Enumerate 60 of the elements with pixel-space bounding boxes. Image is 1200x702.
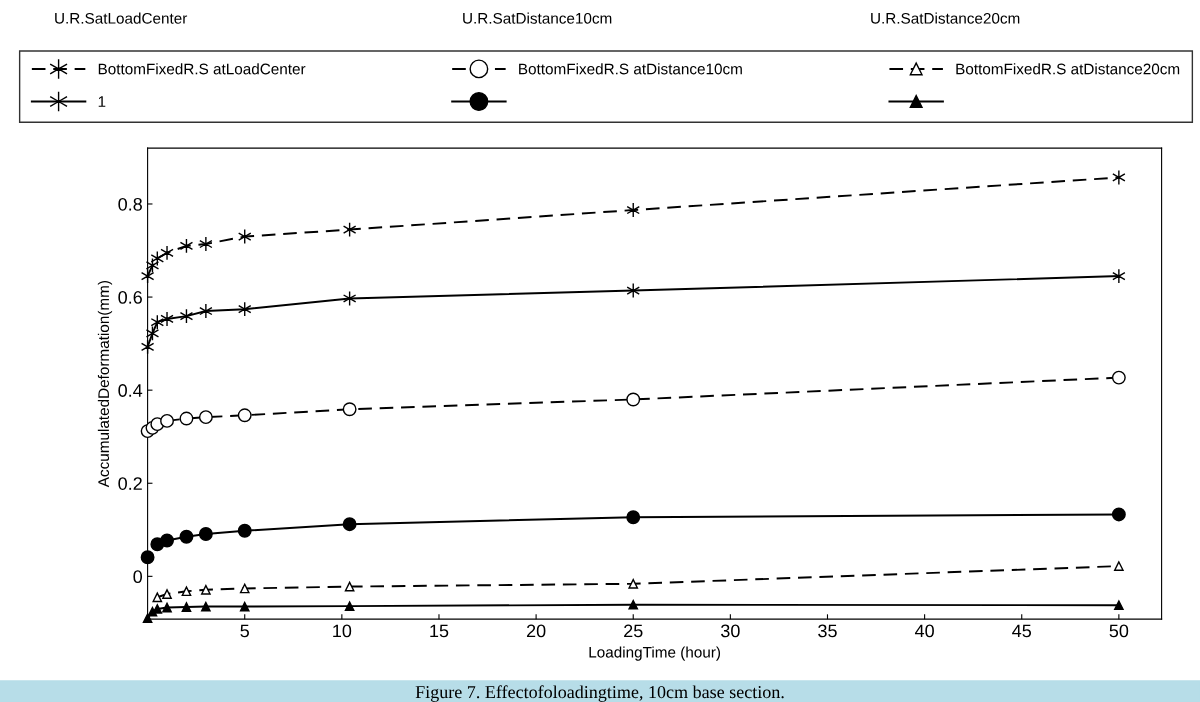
point bbox=[201, 584, 211, 595]
point bbox=[152, 592, 163, 603]
legend-label: BottomFixedR.S atDistance10cm bbox=[519, 63, 742, 75]
point bbox=[199, 303, 213, 319]
point bbox=[626, 510, 641, 525]
point bbox=[628, 578, 639, 589]
point bbox=[626, 392, 641, 407]
x-tick-label: 50 bbox=[1109, 624, 1129, 638]
x-tick-label: 45 bbox=[1012, 624, 1032, 638]
point bbox=[237, 523, 252, 538]
point bbox=[1112, 169, 1126, 186]
point bbox=[239, 601, 250, 612]
point bbox=[201, 601, 211, 612]
x-tick-label: 35 bbox=[818, 624, 837, 638]
point bbox=[344, 601, 355, 611]
y-tick-label: 0 bbox=[133, 570, 143, 584]
point bbox=[162, 602, 172, 613]
x-tick-label: 5 bbox=[240, 624, 249, 638]
point bbox=[181, 586, 192, 597]
point bbox=[160, 245, 174, 261]
point bbox=[1114, 561, 1124, 571]
point bbox=[1111, 370, 1126, 385]
point bbox=[160, 533, 174, 548]
x-tick-label: 30 bbox=[721, 624, 740, 638]
text: U.R.SatLoadCenter bbox=[55, 12, 188, 24]
point bbox=[162, 589, 172, 599]
point bbox=[198, 527, 213, 541]
point bbox=[1111, 507, 1126, 522]
point bbox=[160, 413, 174, 428]
x-axis-title: LoadingTime (hour) bbox=[589, 646, 721, 661]
y-tick-label: 0.2 bbox=[118, 477, 142, 490]
point bbox=[1114, 600, 1124, 611]
x-tick-label: 15 bbox=[430, 624, 449, 638]
legend-label: BottomFixedR.S atDistance20cm bbox=[956, 63, 1180, 75]
point bbox=[179, 529, 194, 544]
y-tick-label: 0.6 bbox=[118, 291, 142, 304]
point bbox=[344, 581, 355, 592]
point bbox=[239, 583, 250, 594]
point bbox=[160, 311, 174, 327]
text: U.R.SatDistance10cm bbox=[463, 12, 612, 24]
point bbox=[181, 602, 192, 612]
legend-label: 1 bbox=[98, 96, 106, 107]
point bbox=[628, 599, 639, 610]
y-axis-title: AccumulatedDeformation(mm) bbox=[97, 281, 113, 488]
x-tick-label: 10 bbox=[333, 624, 352, 638]
point bbox=[342, 517, 357, 532]
text: Figure 7. Effectofoloadingtime, 10cm base section. bbox=[415, 685, 784, 702]
y-tick-label: 0.8 bbox=[118, 197, 142, 211]
text: U.R.SatDistance20cm bbox=[871, 12, 1020, 24]
x-tick-label: 40 bbox=[914, 624, 934, 638]
point bbox=[198, 410, 213, 425]
legend-label: BottomFixedR.S atLoadCenter bbox=[98, 63, 306, 75]
x-tick-label: 25 bbox=[624, 624, 643, 638]
point bbox=[1112, 268, 1126, 284]
x-tick-label: 20 bbox=[526, 624, 546, 638]
point bbox=[179, 411, 194, 426]
point bbox=[199, 236, 213, 252]
point bbox=[237, 408, 252, 423]
point bbox=[342, 402, 357, 417]
y-tick-label: 0.4 bbox=[118, 384, 143, 397]
